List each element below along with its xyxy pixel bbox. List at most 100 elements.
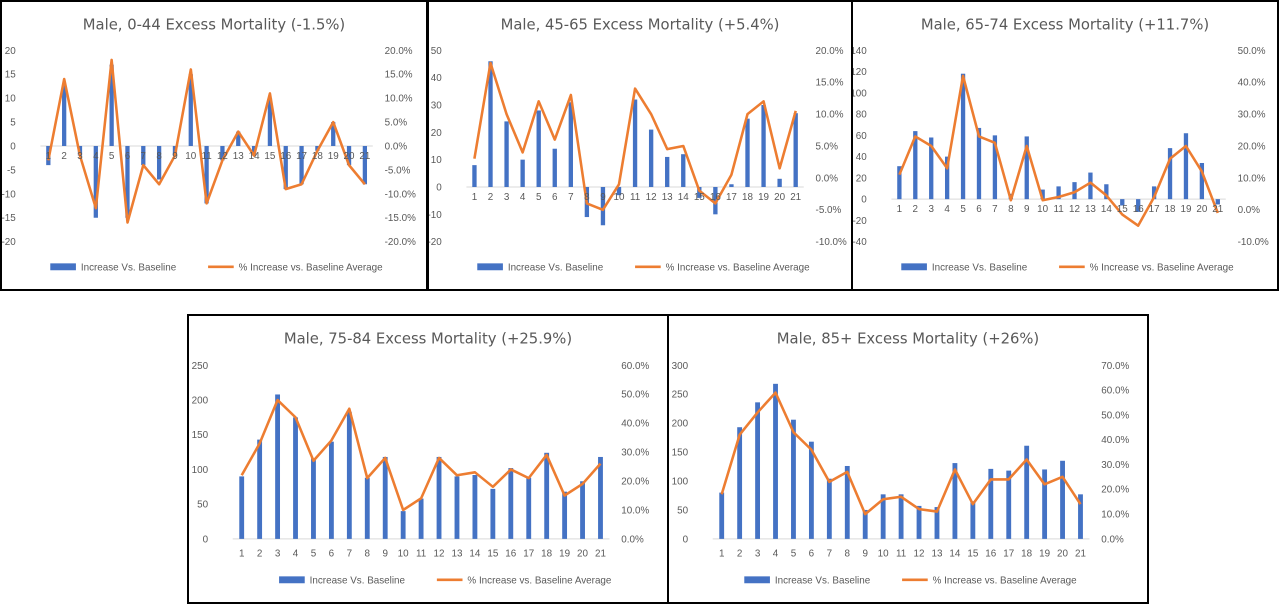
x-tick-label: 15 [487,549,498,560]
y-tick-label: 300 [672,361,689,372]
y-tick-label: 40 [431,73,442,84]
x-tick-label: 18 [312,151,323,162]
y-tick-label: 20 [431,128,442,139]
bar [472,475,478,539]
bar [1040,189,1045,200]
y2-tick-label: 50.0% [1238,46,1266,57]
x-tick-label: 12 [1069,204,1080,215]
bar [331,122,336,146]
bar [880,494,886,539]
y-tick-label: 200 [192,395,209,406]
x-tick-label: 13 [1085,204,1096,215]
y2-tick-label: 15.0% [385,70,413,81]
chart-title: Male, 65-74 Excess Mortality (+11.7%) [921,17,1209,34]
x-tick-label: 19 [758,192,769,203]
x-tick-label: 1 [897,204,902,215]
y-tick-label: 0 [861,195,867,206]
x-tick-label: 17 [523,549,534,560]
y-tick-label: 120 [853,67,867,78]
bar [745,118,750,187]
y2-tick-label: 40.0% [1238,78,1266,89]
y-tick-label: 50 [197,500,208,511]
x-tick-label: 12 [434,549,445,560]
bar [773,383,778,539]
bar [275,394,281,539]
bar [648,129,654,187]
legend-line-label: % Increase vs. Baseline Average [239,262,383,273]
legend: Increase Vs. Baseline % Increase vs. Base… [50,262,383,273]
x-tick-label: 4 [93,151,99,162]
x-tick-label: 5 [109,151,115,162]
y-tick-label: 100 [192,465,209,476]
bar [952,463,958,539]
x-tick-label: 11 [1053,204,1063,215]
x-tick-label: 3 [755,549,761,560]
y-tick-label: 100 [672,476,689,487]
x-tick-label: 17 [296,151,307,162]
x-tick-label: 12 [217,151,228,162]
x-tick-label: 21 [1075,549,1086,560]
legend-line-label: % Increase vs. Baseline Average [467,575,611,586]
x-tick-label: 8 [156,151,162,162]
x-tick-label: 3 [504,192,510,203]
x-tick-label: 13 [451,549,462,560]
bar [400,511,406,539]
x-tick-label: 3 [77,151,83,162]
chart-title: Male, 85+ Excess Mortality (+26%) [777,331,1039,348]
bar [580,481,585,539]
chart-title: Male, 45-65 Excess Mortality (+5.4%) [501,17,780,34]
bar [544,452,550,539]
bar [562,491,568,539]
y-tick-label: 250 [672,390,689,401]
x-tick-label: 7 [568,192,573,203]
bar [1136,199,1141,212]
x-tick-label: 2 [257,549,262,560]
y2-tick-label: 0.0% [816,173,839,184]
bar [729,184,734,187]
bar [1199,163,1205,200]
bar [267,98,273,146]
legend-line-label: % Increase vs. Baseline Average [666,262,810,273]
bar [1006,470,1012,539]
x-tick-label: 1 [46,151,51,162]
chart-panel-0-44: Male, 0-44 Excess Mortality (-1.5%) 20 15 1… [0,0,428,291]
bar [826,478,832,539]
x-tick-label: 5 [960,204,966,215]
bar [156,145,162,180]
x-tick-label: 7 [827,549,832,560]
y2-tick-label: 5.0% [385,118,408,129]
x-tick-label: 8 [1008,204,1014,215]
legend: Increase Vs. Baseline % Increase vs. Base… [477,262,810,273]
bar [777,178,782,187]
y-tick-label: 100 [853,88,867,99]
x-tick-label: 9 [862,549,868,560]
x-tick-label: 14 [678,192,689,203]
series-line [898,74,1219,227]
x-tick-label: 17 [1149,204,1160,215]
x-tick-label: 10 [1037,204,1048,215]
bar [897,166,902,200]
bar [109,64,114,146]
chart-panel-65-74: Male, 65-74 Excess Mortality (+11.7%) 1 40… [851,0,1279,291]
legend-bar-label: Increase Vs. Baseline [81,262,177,273]
x-tick-label: 1 [719,549,724,560]
y-tick-label: 10 [431,155,442,166]
x-tick-label: 5 [791,549,797,560]
legend-bar-swatch [901,263,927,271]
series-line [240,398,602,512]
bar [418,498,424,539]
chart-75-84-svg: Male, 75-84 Excess Mortality (+25.9%)250… [192,331,650,587]
y-tick-label: 0 [203,534,209,545]
y-tick-label: 30 [431,100,442,111]
x-tick-label: 13 [233,151,244,162]
bar [755,402,761,539]
bar [1024,445,1030,539]
y2-tick-label: 10.0% [385,94,413,105]
series-line [47,58,366,224]
y2-tick-label: 0.0% [1238,205,1261,216]
y2-tick-label: 10.0% [621,505,649,516]
bar [844,465,850,539]
x-tick-label: 16 [1133,204,1144,215]
x-tick-label: 18 [541,549,552,560]
x-tick-label: 6 [552,192,558,203]
